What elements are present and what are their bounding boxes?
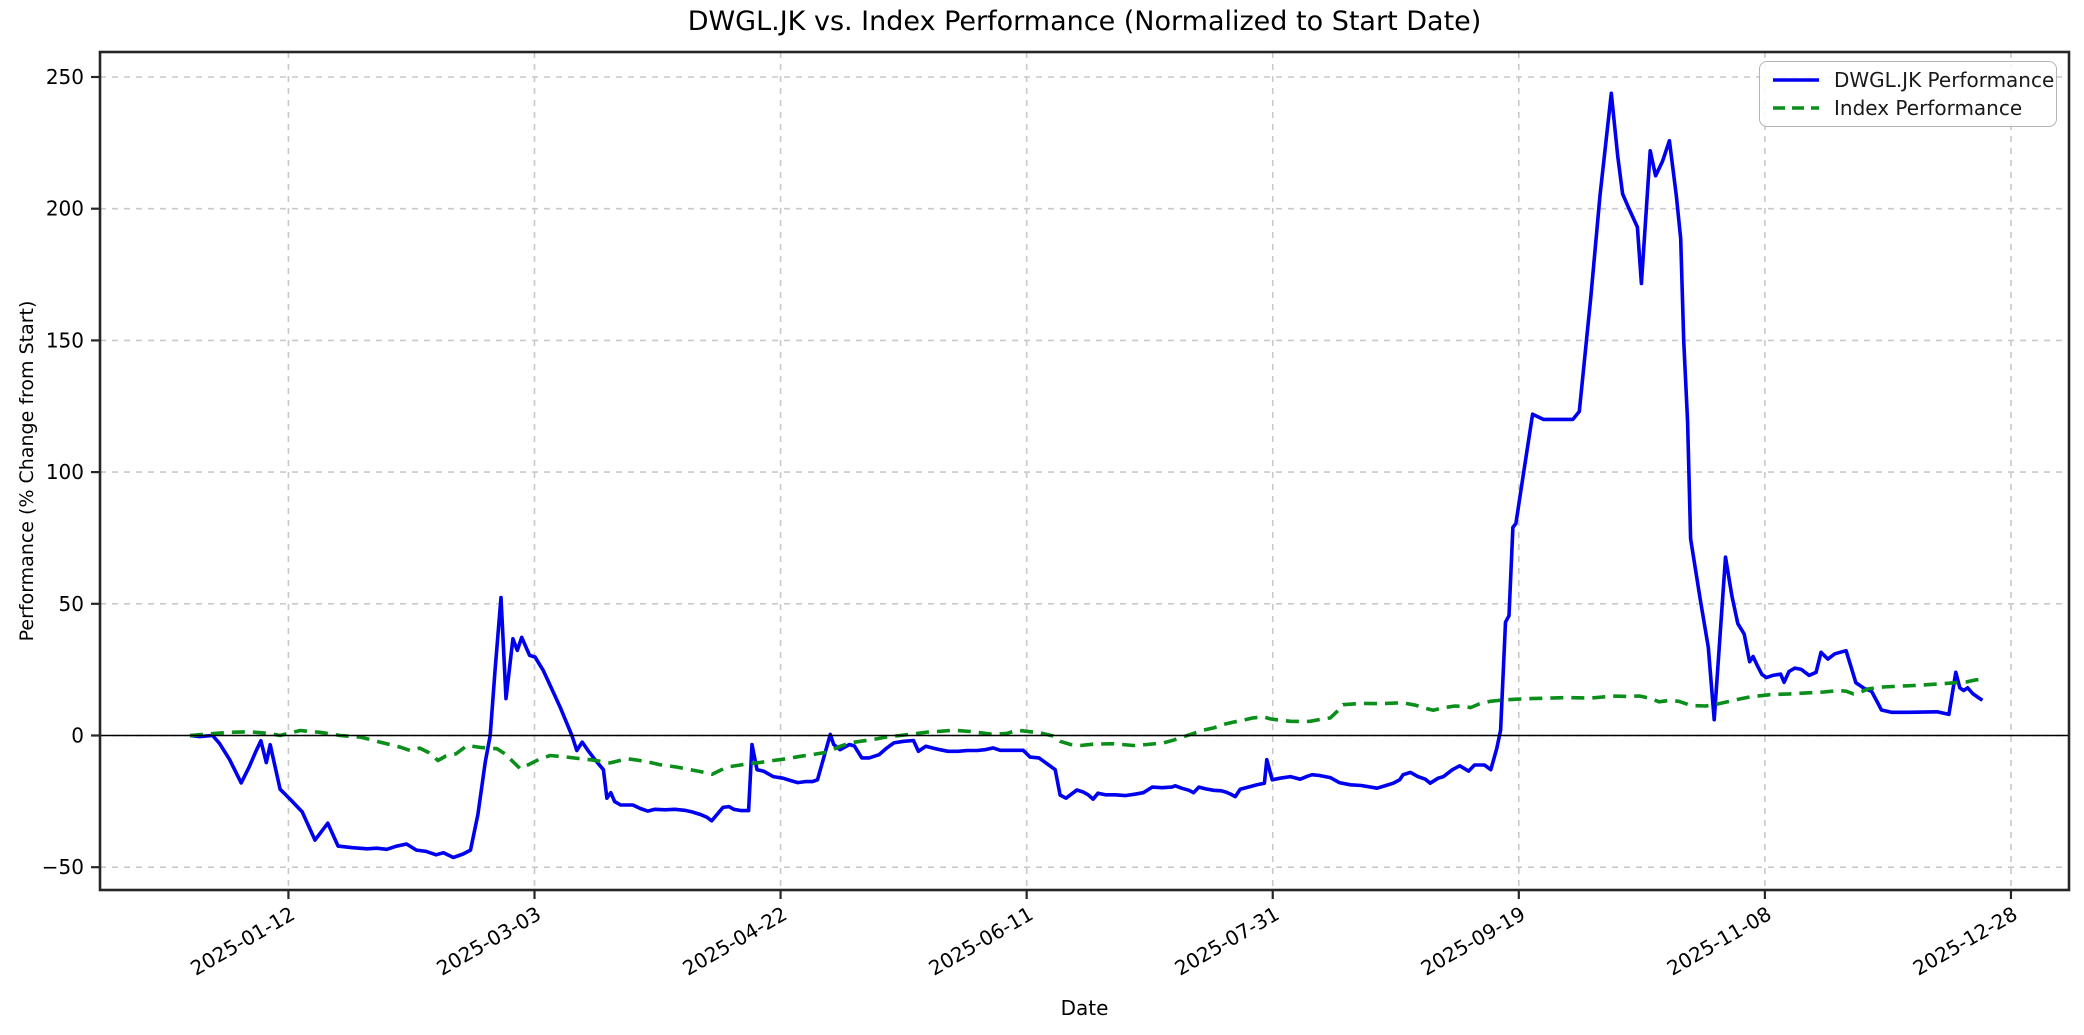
- x-tick-label: 2025-11-08: [1663, 902, 1776, 981]
- legend-swatch-solid-line-icon: [1773, 78, 1819, 82]
- y-tick-label: 50: [59, 592, 84, 616]
- y-tick-label: 200: [46, 197, 84, 221]
- y-tick-label: −50: [42, 855, 84, 879]
- x-tick-label: 2025-01-12: [186, 902, 299, 981]
- x-tick-label: 2025-09-19: [1417, 902, 1530, 981]
- x-axis-label: Date: [1060, 996, 1109, 1020]
- chart-title: DWGL.JK vs. Index Performance (Normalize…: [687, 6, 1482, 37]
- legend-item-dwgl: DWGL.JK Performance: [1772, 68, 2054, 92]
- y-tick-label: 100: [46, 460, 84, 484]
- y-tick-label: 0: [71, 724, 84, 748]
- legend-label-dwgl: DWGL.JK Performance: [1834, 68, 2055, 92]
- y-tick-label: 150: [46, 328, 84, 352]
- axes-border: [98, 50, 2071, 892]
- legend-item-index: Index Performance: [1772, 96, 2044, 120]
- y-tick-label: 250: [46, 65, 84, 89]
- series-line-index: [189, 677, 1985, 776]
- x-tick-label: 2025-03-03: [432, 902, 545, 981]
- y-axis-label: Performance (% Change from Start): [16, 300, 38, 642]
- x-tick-label: 2025-07-31: [1171, 902, 1284, 981]
- legend-swatch-dashed-line-icon: [1773, 106, 1819, 110]
- x-tick-label: 2025-12-28: [1909, 902, 2022, 981]
- x-tick-label: 2025-06-11: [924, 902, 1037, 981]
- series-line-dwgl: [189, 91, 1984, 860]
- x-tick-label: 2025-04-22: [678, 902, 791, 981]
- legend: DWGL.JK Performance Index Performance: [1759, 61, 2057, 127]
- legend-label-index: Index Performance: [1834, 96, 2023, 120]
